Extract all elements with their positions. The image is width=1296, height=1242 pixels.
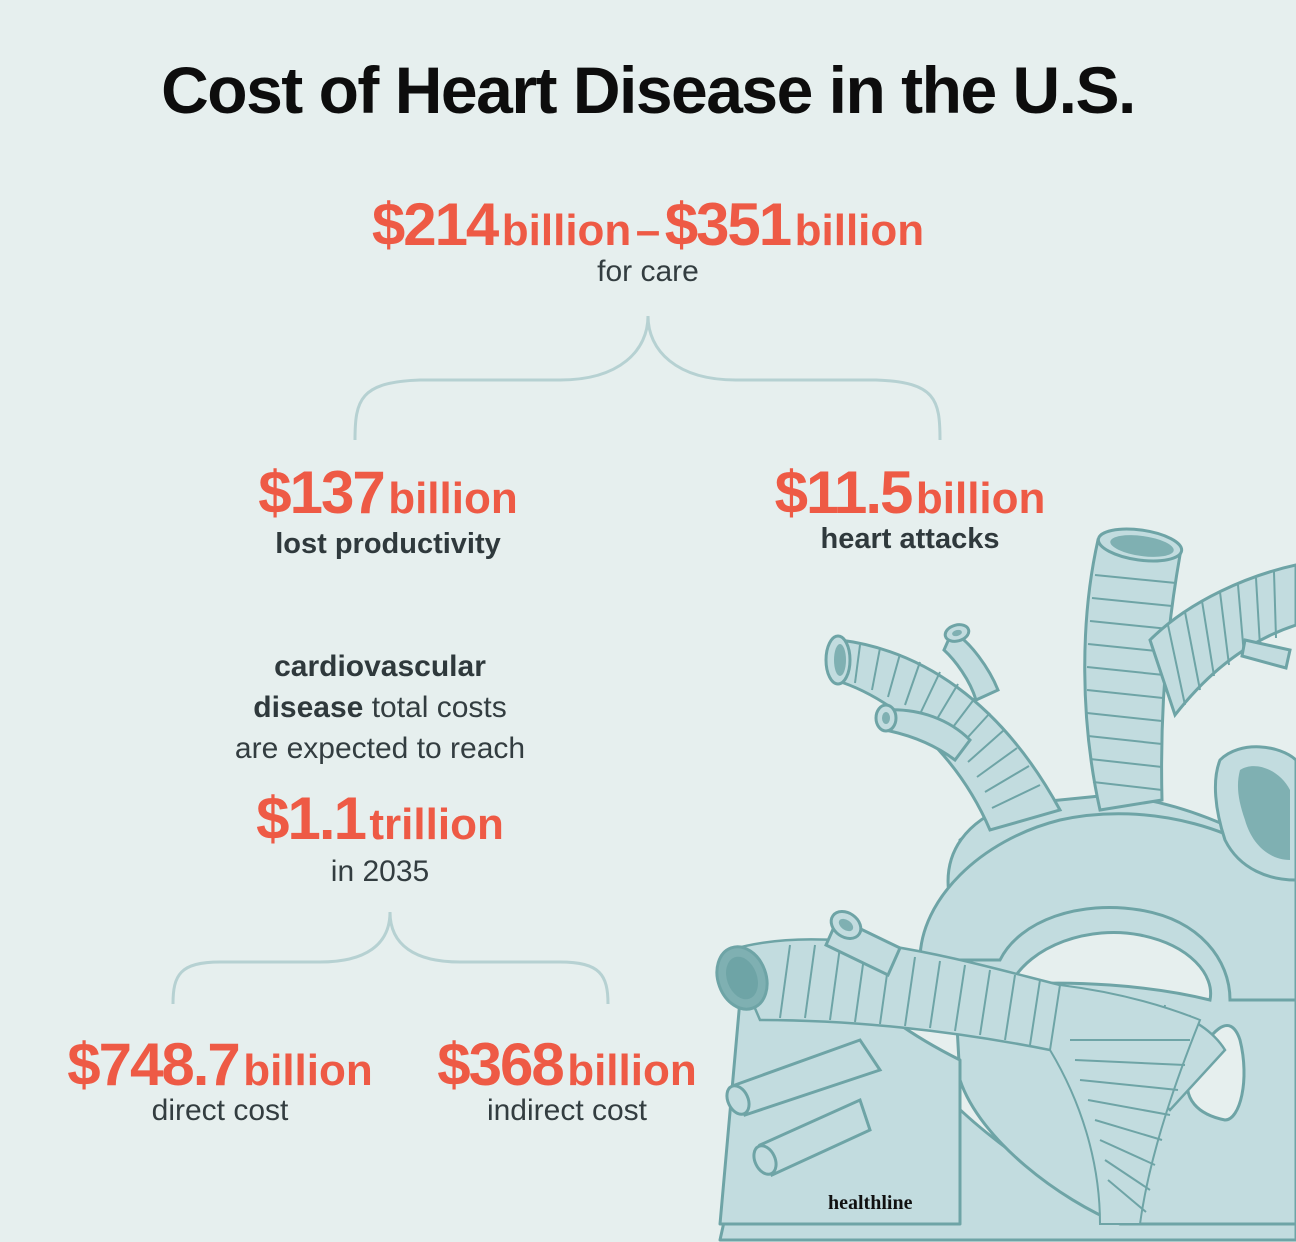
projection-text-1: total costs	[371, 691, 507, 724]
projection-year: in 2035	[330, 855, 430, 888]
page-title: Cost of Heart Disease in the U.S.	[161, 53, 1136, 127]
projection-text-2: are expected to reach	[234, 732, 526, 765]
care-high-unit: billion	[794, 206, 925, 255]
bottom-brace	[171, 911, 610, 1005]
top-brace	[353, 315, 942, 441]
care-low-amount: $214	[371, 191, 499, 258]
care-separator: –	[635, 206, 661, 255]
heart-attacks-figure: $11.5 billion	[710, 458, 1110, 527]
care-low-unit: billion	[501, 206, 632, 255]
projection-text: cardiovascular disease total costs are e…	[130, 646, 630, 769]
direct-amount: $748.7	[67, 1031, 241, 1098]
projection-unit: trillion	[369, 800, 504, 849]
projection-bold-2: disease	[253, 691, 364, 724]
care-label: for care	[597, 255, 699, 288]
productivity-unit: billion	[388, 474, 518, 523]
care-high-amount: $351	[664, 191, 792, 258]
care-cost-figure: $214 billion – $351 billion	[0, 190, 1296, 259]
projection-amount: $1.1	[256, 785, 367, 852]
indirect-amount: $368	[437, 1031, 564, 1098]
heart-attacks-amount: $11.5	[774, 459, 914, 526]
indirect-cost-label: indirect cost	[486, 1094, 648, 1127]
productivity-figure: $137 billion	[188, 458, 588, 527]
projection-bold-1: cardiovascular	[274, 650, 486, 683]
projection-figure: $1.1 trillion	[130, 784, 630, 853]
indirect-cost-figure: $368 billion	[367, 1030, 767, 1099]
productivity-label: lost productivity	[275, 528, 501, 560]
direct-unit: billion	[243, 1046, 373, 1095]
heart-attacks-label: heart attacks	[820, 523, 1000, 555]
indirect-unit: billion	[567, 1046, 697, 1095]
productivity-amount: $137	[258, 459, 385, 526]
heart-attacks-unit: billion	[915, 474, 1046, 523]
direct-cost-figure: $748.7 billion	[20, 1030, 420, 1099]
brand-logo: healthline	[828, 1192, 913, 1214]
direct-cost-label: direct cost	[151, 1094, 289, 1127]
